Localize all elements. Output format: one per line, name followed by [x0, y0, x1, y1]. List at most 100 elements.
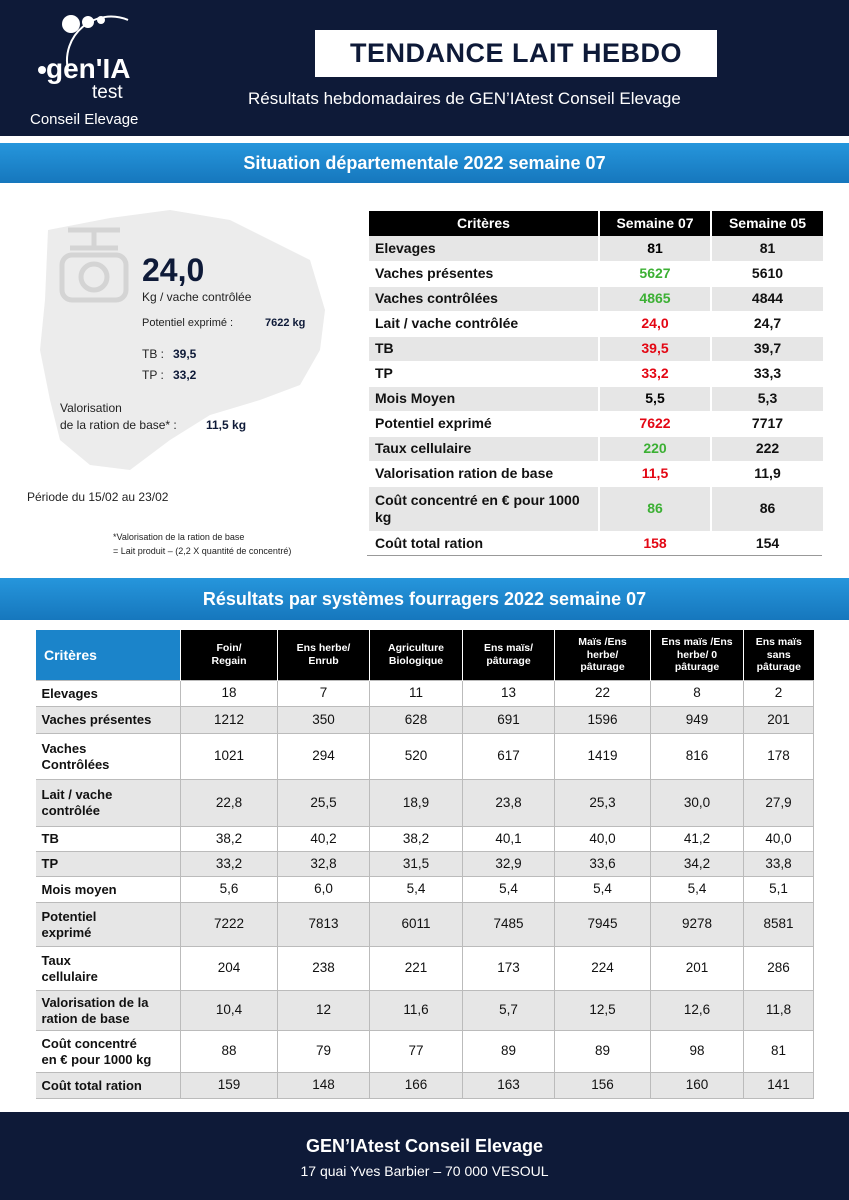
subtitle: Résultats hebdomadaires de GEN’IAtest Co…	[248, 89, 681, 108]
table-row: Lait / vache contrôlée 22,8 25,5 18,9 23,8 25…	[35, 779, 814, 827]
cell: 9278	[650, 902, 744, 947]
row-label: Vaches présentes	[367, 261, 599, 287]
row-label: Elevages	[35, 680, 181, 707]
cell: 89	[462, 1030, 555, 1073]
column-header: Ens maïs sans pâturage	[743, 630, 814, 681]
cell: 11,8	[743, 990, 814, 1031]
tb-value: 39,5	[173, 347, 197, 361]
cell: 7945	[554, 902, 651, 947]
cell: 5,4	[369, 876, 463, 903]
cell: 7485	[462, 902, 555, 947]
cell: 25,5	[277, 779, 370, 827]
cell: 5627	[598, 261, 711, 287]
cell: 2	[743, 680, 814, 707]
cell: 286	[743, 946, 814, 991]
cell: 7717	[710, 411, 823, 437]
cell: 350	[277, 706, 370, 734]
table-row: Potentiel exprimé 7622 7717	[367, 411, 823, 437]
row-label: Valorisation ration de base	[367, 461, 599, 487]
table-row: Coût concentré en € pour 1000 kg 86 86	[367, 486, 823, 532]
row-label: TP	[367, 361, 599, 387]
table-row: Taux cellulaire 204 238 221 173 224 201 286	[35, 946, 814, 991]
row-label: Taux cellulaire	[367, 436, 599, 462]
table-row: Potentiel exprimé 7222 7813 6011 7485 7945 927…	[35, 902, 814, 947]
footnote: *Valorisation de la ration de base	[113, 532, 245, 542]
weekly-table: Critères Semaine 07 Semaine 05 Elevages 81 8…	[367, 211, 823, 556]
table-row: Mois moyen 5,6 6,0 5,4 5,4 5,4 5,4 5,1	[35, 876, 814, 903]
cell: 238	[277, 946, 370, 991]
section-title: Situation départementale 2022 semaine 07	[0, 143, 849, 183]
table-row: Vaches présentes 5627 5610	[367, 261, 823, 287]
valorisation-label: Valorisation	[60, 401, 122, 415]
tp-value: 33,2	[173, 368, 197, 382]
cell: 201	[650, 946, 744, 991]
header: gen'IA test Conseil Elevage TENDANCE LAI…	[0, 0, 849, 136]
row-label: Vaches contrôlées	[367, 286, 599, 312]
cell: 12	[277, 990, 370, 1031]
table-row: TB 39,5 39,7	[367, 336, 823, 362]
table-row: Taux cellulaire 220 222	[367, 436, 823, 462]
footer-address: 17 quai Yves Barbier – 70 000 VESOUL	[300, 1163, 549, 1179]
cell: 11,6	[369, 990, 463, 1031]
cell: 31,5	[369, 851, 463, 877]
cell: 1596	[554, 706, 651, 734]
cell: 12,5	[554, 990, 651, 1031]
cell: 22	[554, 680, 651, 707]
summary-value: 24,0	[142, 252, 205, 288]
cell: 1419	[554, 733, 651, 780]
footer: GEN’IAtest Conseil Elevage 17 quai Yves …	[0, 1112, 849, 1200]
cell: 1021	[180, 733, 278, 780]
cell: 160	[650, 1072, 744, 1099]
cell: 5,1	[743, 876, 814, 903]
row-label: Mois Moyen	[367, 386, 599, 412]
cell: 39,7	[710, 336, 823, 362]
row-label: Taux cellulaire	[35, 946, 181, 991]
table-row: Elevages 18 7 11 13 22 8 2	[35, 680, 814, 707]
column-header: Foin/ Regain	[180, 630, 278, 681]
cell: 8	[650, 680, 744, 707]
cell: 163	[462, 1072, 555, 1099]
cell: 201	[743, 706, 814, 734]
row-label: TB	[367, 336, 599, 362]
row-label: Coût total ration	[35, 1072, 181, 1099]
cell: 691	[462, 706, 555, 734]
footnote: = Lait produit – (2,2 X quantité de conc…	[113, 546, 292, 556]
cell: 166	[369, 1072, 463, 1099]
cell: 11,9	[710, 461, 823, 487]
cell: 5,4	[462, 876, 555, 903]
cell: 4865	[598, 286, 711, 312]
cell: 617	[462, 733, 555, 780]
cell: 148	[277, 1072, 370, 1099]
cell: 220	[598, 436, 711, 462]
cell: 23,8	[462, 779, 555, 827]
cell: 38,2	[369, 826, 463, 852]
row-label: TP	[35, 851, 181, 877]
cell: 33,2	[180, 851, 278, 877]
cell: 7222	[180, 902, 278, 947]
cell: 98	[650, 1030, 744, 1073]
cell: 224	[554, 946, 651, 991]
cell: 5,4	[650, 876, 744, 903]
cell: 7	[277, 680, 370, 707]
potentiel-label: Potentiel exprimé :	[142, 317, 234, 329]
cell: 1212	[180, 706, 278, 734]
cell: 520	[369, 733, 463, 780]
column-header: Ens maïs/ pâturage	[462, 630, 555, 681]
column-header: Critères	[367, 211, 599, 236]
valorisation-label: de la ration de base* :	[60, 418, 177, 432]
column-header: Semaine 07	[598, 211, 711, 236]
valorisation-value: 11,5 kg	[206, 418, 247, 432]
row-label: Coût concentré en € pour 1000 kg	[367, 486, 599, 532]
cell: 7622	[598, 411, 711, 437]
cell: 81	[743, 1030, 814, 1073]
cell: 24,0	[598, 311, 711, 337]
cell: 18,9	[369, 779, 463, 827]
row-label: Vaches présentes	[35, 706, 181, 734]
column-header: Maïs /Ens herbe/ pâturage	[554, 630, 651, 681]
cell: 4844	[710, 286, 823, 312]
header-row: Critères Foin/ Regain Ens herbe/ Enrub Agri…	[35, 630, 814, 681]
cell: 5610	[710, 261, 823, 287]
column-header: Agriculture Biologique	[369, 630, 463, 681]
summary-unit: Kg / vache contrôlée	[142, 290, 252, 304]
